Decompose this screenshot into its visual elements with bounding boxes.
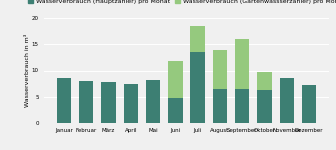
- Legend: Wasserverbrauch (Hauptzähler) pro Monat, Wasserverbrauch (Gartenwassserzähler) p: Wasserverbrauch (Hauptzähler) pro Monat,…: [28, 0, 336, 5]
- Bar: [235, 89, 249, 123]
- Bar: [235, 39, 249, 89]
- Bar: [257, 90, 272, 123]
- Bar: [191, 26, 205, 52]
- Bar: [191, 52, 205, 123]
- Bar: [213, 89, 227, 123]
- Bar: [280, 78, 294, 123]
- Bar: [168, 98, 182, 123]
- Bar: [57, 78, 71, 123]
- Bar: [79, 81, 93, 123]
- Bar: [213, 50, 227, 89]
- Bar: [101, 82, 116, 123]
- Bar: [124, 84, 138, 123]
- Bar: [168, 61, 182, 98]
- Bar: [257, 72, 272, 90]
- Y-axis label: Wasserverbrauch in m³: Wasserverbrauch in m³: [26, 34, 31, 107]
- Bar: [146, 80, 160, 123]
- Bar: [302, 85, 316, 123]
